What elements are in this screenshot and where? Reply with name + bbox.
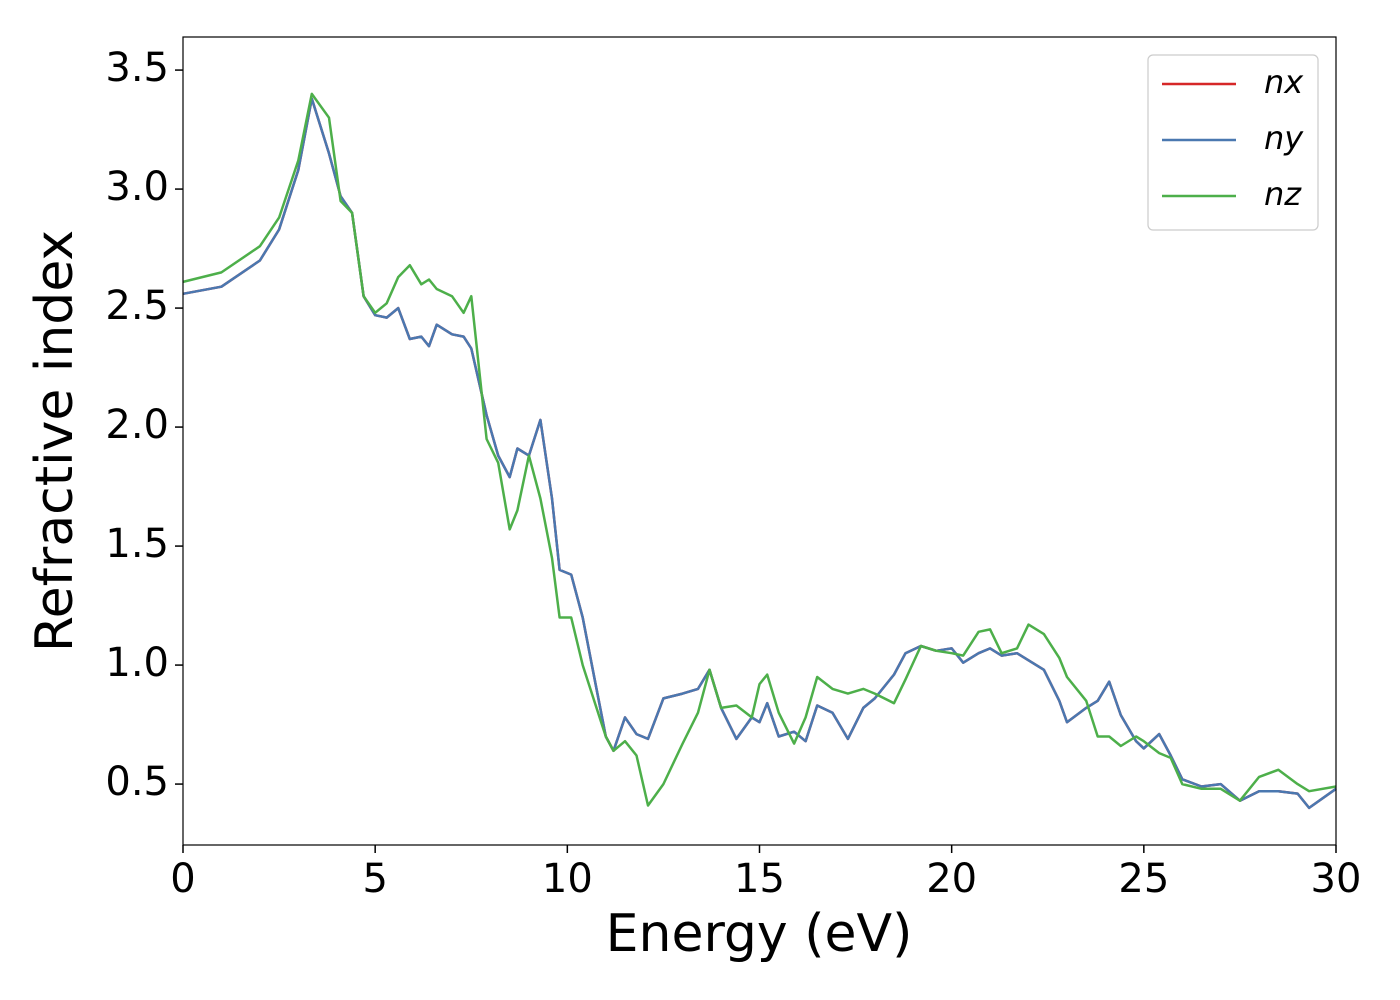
y-tick-label: 2.0 bbox=[105, 402, 169, 448]
x-tick-label: 30 bbox=[1311, 856, 1362, 902]
y-tick-label: 0.5 bbox=[105, 759, 169, 805]
legend-label: ny bbox=[1264, 119, 1304, 157]
x-tick-label: 10 bbox=[542, 856, 593, 902]
x-tick-label: 0 bbox=[170, 856, 195, 902]
x-tick-label: 5 bbox=[362, 856, 387, 902]
legend-label: nx bbox=[1264, 63, 1304, 101]
x-tick-label: 15 bbox=[734, 856, 785, 902]
legend-box bbox=[1147, 54, 1319, 231]
y-axis-label: Refractive index bbox=[25, 230, 85, 652]
y-tick-label: 3.0 bbox=[105, 164, 169, 210]
y-tick-label: 1.5 bbox=[105, 521, 169, 567]
x-axis-label: Energy (eV) bbox=[606, 904, 913, 964]
x-tick-label: 20 bbox=[926, 856, 977, 902]
y-tick-label: 1.0 bbox=[105, 640, 169, 686]
y-tick-label: 3.5 bbox=[105, 45, 169, 91]
legend-label: nz bbox=[1264, 175, 1302, 213]
x-tick-label: 25 bbox=[1118, 856, 1169, 902]
data-line bbox=[182, 92, 1337, 807]
y-tick-label: 2.5 bbox=[105, 283, 169, 329]
data-line bbox=[182, 97, 1337, 810]
plot-frame bbox=[182, 36, 1337, 846]
